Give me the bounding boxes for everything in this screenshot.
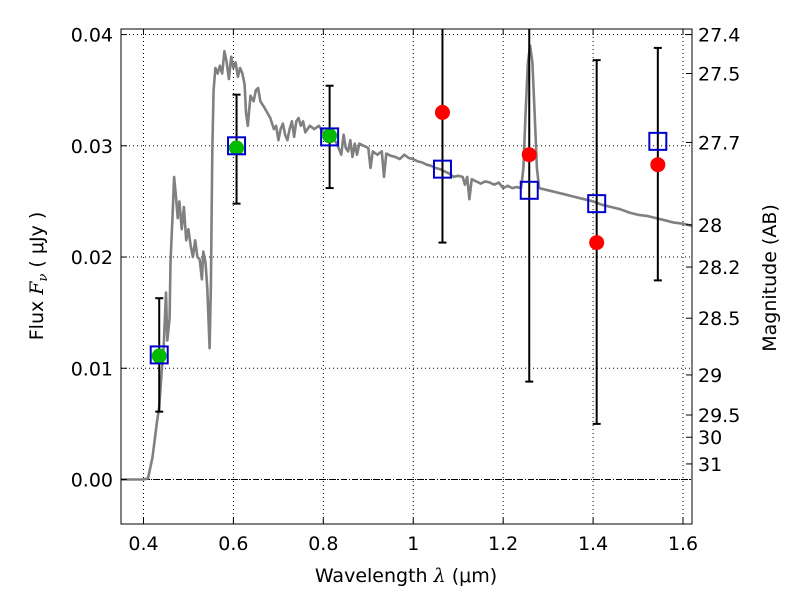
y2-tick-label: 27.4 [698, 25, 740, 47]
model-photometry-square [432, 159, 452, 179]
y-tick-label: 0.00 [71, 470, 113, 492]
red-data-point [521, 147, 537, 163]
x-tick-label: 1.6 [668, 533, 698, 555]
y2-tick-label: 29 [698, 365, 722, 387]
x-tick-label: 1.2 [488, 533, 518, 555]
y2-tick-label: 27.5 [698, 63, 740, 85]
red-data-point [650, 157, 666, 173]
red-data-point [434, 104, 450, 120]
y-tick-label: 0.01 [71, 358, 113, 380]
green-data-point [229, 140, 245, 156]
red-data-point [589, 235, 605, 251]
model-photometry-square [149, 345, 169, 365]
y-tick-label: 0.03 [71, 136, 113, 158]
x-tick-label: 0.4 [128, 533, 158, 555]
green-data-point [322, 128, 338, 144]
model-photometry-square [227, 136, 247, 156]
y-axis-label: Flux Fν ( μJy ) [26, 212, 51, 341]
plot-area [121, 29, 693, 481]
y2-tick-label: 28.2 [698, 257, 740, 279]
model-photometry-square [587, 194, 607, 214]
y-tick-label: 0.02 [71, 247, 113, 269]
y-tick-label: 0.04 [71, 25, 113, 47]
model-photometry-square [648, 131, 668, 151]
y2-tick-label: 27.7 [698, 132, 740, 154]
model-photometry-square [519, 180, 539, 200]
x-tick-label: 0.6 [218, 533, 248, 555]
model-photometry-square [320, 127, 340, 147]
y2-tick-label: 29.5 [698, 405, 740, 427]
green-data-point [151, 348, 167, 364]
x-tick-label: 1.4 [578, 533, 608, 555]
x-tick-label: 0.8 [308, 533, 338, 555]
grid-lines [121, 29, 692, 524]
y2-tick-label: 30 [698, 427, 722, 449]
x-axis-label: Wavelength λ (μm) [315, 565, 497, 587]
axis-ticks: 0.4 0.6 0.8 1 1.2 1.4 1.6 0.00 0.01 0.02 0.03 0.04 2… [71, 25, 741, 555]
y2-tick-label: 28.5 [698, 308, 740, 330]
plot-frame [120, 28, 693, 525]
y2-tick-label: 28 [698, 215, 722, 237]
y2-axis-label: Magnitude (AB) [759, 204, 781, 352]
y2-tick-label: 31 [698, 454, 722, 476]
x-tick-label: 1 [407, 533, 419, 555]
